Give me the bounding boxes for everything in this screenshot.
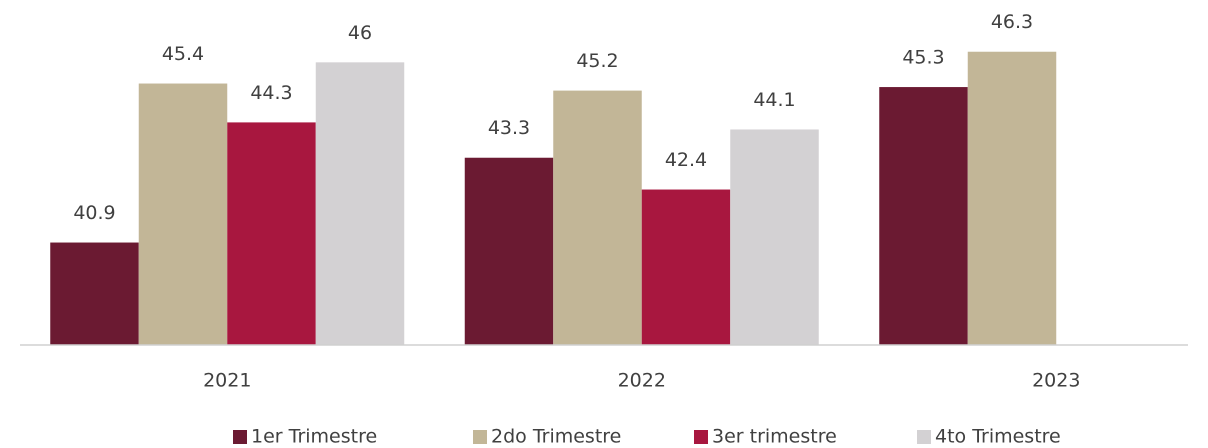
bar — [315, 62, 405, 345]
x-tick-label: 2022 — [618, 370, 666, 392]
bar — [967, 51, 1057, 345]
bar — [138, 83, 228, 346]
data-label: 43.3 — [488, 117, 530, 139]
x-tick-label: 2021 — [203, 370, 251, 392]
legend-swatch — [917, 430, 931, 444]
data-label: 40.9 — [73, 202, 115, 224]
data-label: 45.3 — [902, 47, 944, 69]
data-label: 44.1 — [753, 89, 795, 111]
x-tick-label: 2023 — [1032, 370, 1080, 392]
legend-swatch — [233, 430, 247, 444]
legend-label: 1er Trimestre — [251, 426, 377, 448]
bar — [730, 129, 819, 345]
bar — [553, 90, 642, 345]
data-label: 46.3 — [991, 11, 1033, 33]
bar — [50, 242, 139, 345]
data-label: 44.3 — [250, 82, 292, 104]
legend-label: 2do Trimestre — [491, 426, 621, 448]
data-label: 42.4 — [665, 149, 707, 171]
data-label: 46 — [348, 22, 372, 44]
legend-label: 3er trimestre — [712, 426, 837, 448]
legend-label: 4to Trimestre — [935, 426, 1061, 448]
data-label: 45.4 — [162, 43, 204, 65]
data-label: 45.2 — [576, 50, 618, 72]
legend-swatch — [694, 430, 708, 444]
bar — [464, 157, 554, 345]
legend-swatch — [473, 430, 487, 444]
bar — [879, 87, 968, 346]
bar — [641, 189, 731, 345]
bar — [227, 122, 316, 346]
